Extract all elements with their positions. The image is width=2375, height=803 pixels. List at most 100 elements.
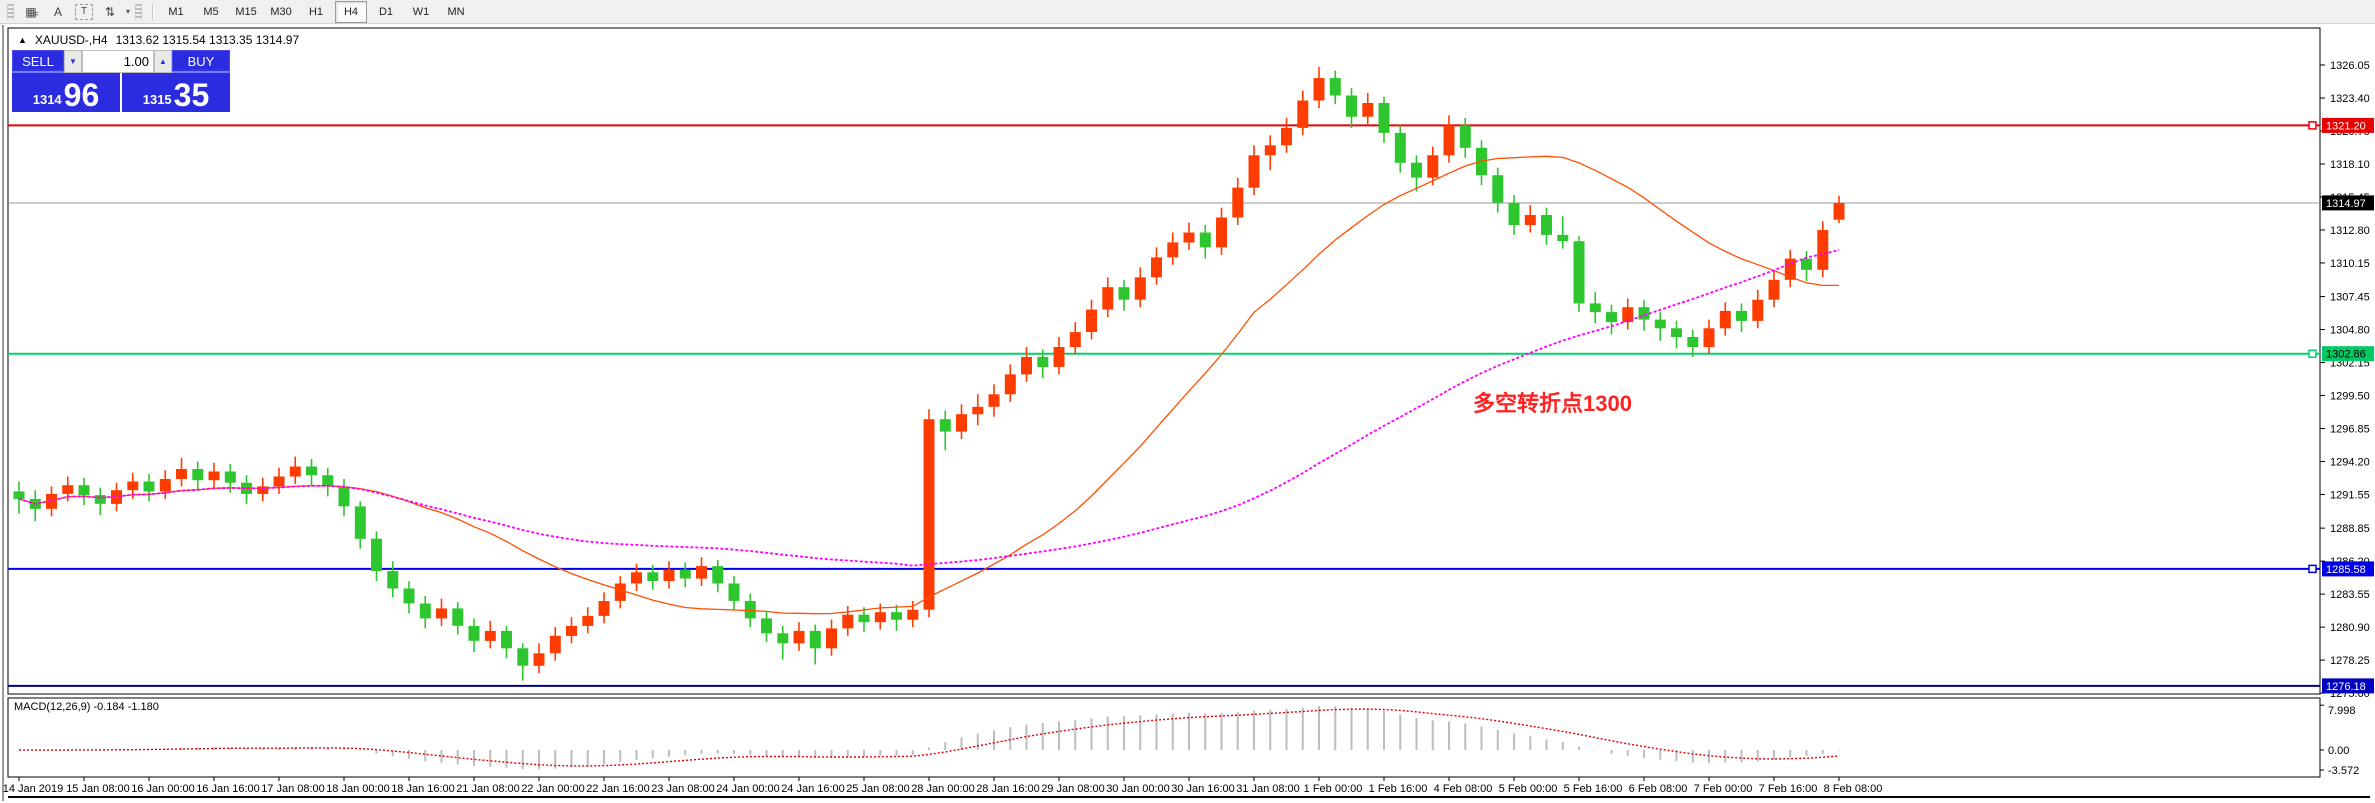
macd-tick-label: 7.998 <box>2328 705 2356 717</box>
time-tick-label: 7 Feb 00:00 <box>1694 783 1753 795</box>
price-badge-1321.20: 1321.20 <box>2322 117 2374 133</box>
time-tick-label: 24 Jan 00:00 <box>716 783 780 795</box>
price-tick-label: 1283.55 <box>2330 589 2370 601</box>
svg-text:1314.97: 1314.97 <box>2326 198 2366 210</box>
price-tick-label: 1304.80 <box>2330 325 2370 337</box>
volume-decrease-button[interactable]: ▼ <box>64 50 82 73</box>
price-tick-label: 1310.15 <box>2330 258 2370 270</box>
macd-axis: 7.998 0.00 -3.572 <box>2320 704 2359 777</box>
price-tick-label: 1296.85 <box>2330 424 2370 436</box>
price-tick-label: 1280.90 <box>2330 622 2370 634</box>
svg-text:1285.58: 1285.58 <box>2326 564 2366 576</box>
price-tick-label: 1288.85 <box>2330 523 2370 535</box>
candles-series <box>13 66 1845 681</box>
time-tick-label: 1 Feb 16:00 <box>1369 783 1428 795</box>
time-tick-label: 14 Jan 2019 <box>3 783 64 795</box>
dropdown-caret-icon[interactable]: ▾ <box>126 7 131 16</box>
price-tick-label: 1323.40 <box>2330 93 2370 105</box>
time-tick-label: 4 Feb 08:00 <box>1434 783 1493 795</box>
collapse-arrow-icon[interactable]: ▲ <box>18 35 27 45</box>
timeframe-button-h4[interactable]: H4 <box>335 0 368 23</box>
time-tick-label: 8 Feb 08:00 <box>1824 783 1883 795</box>
price-tick-label: 1307.45 <box>2330 292 2370 304</box>
sell-price-display[interactable]: 1314 96 <box>12 73 120 112</box>
sell-price-big: 96 <box>63 77 100 113</box>
svg-text:1276.18: 1276.18 <box>2326 681 2366 693</box>
top-toolbar: ▦ F A T ⇅ ▾ M1 M5 M15 M30 H1 H4 D1 W1 MN <box>0 0 2375 24</box>
sell-button[interactable]: SELL <box>12 50 64 73</box>
price-badge-1276.18: 1276.18 <box>2322 678 2374 694</box>
chart-text-annotation[interactable]: 多空转折点1300 <box>1473 391 1632 416</box>
svg-text:1321.20: 1321.20 <box>2326 120 2366 132</box>
price-tick-label: 1326.05 <box>2330 60 2370 72</box>
time-tick-label: 17 Jan 08:00 <box>261 783 325 795</box>
toolbar-separator <box>152 2 154 21</box>
price-axis[interactable]: 1326.051323.401320.751318.101315.451312.… <box>2320 60 2370 700</box>
price-tick-label: 1299.50 <box>2330 391 2370 403</box>
volume-increase-button[interactable]: ▲ <box>154 50 172 73</box>
chart-title: ▲ XAUUSD-,H4 1313.62 1315.54 1313.35 131… <box>18 33 299 47</box>
arrow-style-icon[interactable]: ⇅ <box>104 4 116 19</box>
buy-price-big: 35 <box>173 77 210 113</box>
line-handle[interactable] <box>2308 349 2317 358</box>
sell-price-small: 1314 <box>32 92 62 107</box>
time-axis[interactable]: 14 Jan 2019 15 Jan 08:00 16 Jan 00:00 16 Ja… <box>3 777 1883 795</box>
price-badge-1302.86: 1302.86 <box>2322 346 2374 362</box>
toolbar-drag-handle-2[interactable] <box>135 3 143 20</box>
toolbar-drag-handle[interactable] <box>7 3 14 20</box>
grid-f-icon[interactable]: ▦ F <box>25 4 39 19</box>
symbol-period-label: XAUUSD-,H4 <box>34 33 108 47</box>
text-a-icon[interactable]: A <box>53 4 62 19</box>
time-tick-label: 28 Jan 00:00 <box>911 783 975 795</box>
timeframe-button-m1[interactable]: M1 <box>168 5 184 18</box>
timeframe-button-mn[interactable]: MN <box>447 5 465 18</box>
volume-input[interactable]: 1.00 <box>82 50 154 73</box>
macd-tick-label: -3.572 <box>2328 765 2359 777</box>
time-tick-label: 29 Jan 08:00 <box>1041 783 1105 795</box>
one-click-trade-panel: SELL ▼ 1.00 ▲ BUY 1314 96 1315 35 <box>12 50 230 112</box>
macd-tick-label: 0.00 <box>2328 745 2349 757</box>
main-pane[interactable] <box>7 27 2321 695</box>
time-tick-label: 16 Jan 00:00 <box>131 783 195 795</box>
price-tick-label: 1312.80 <box>2330 225 2370 237</box>
timeframe-button-h1[interactable]: H1 <box>308 5 324 18</box>
time-tick-label: 5 Feb 16:00 <box>1564 783 1623 795</box>
time-tick-label: 6 Feb 08:00 <box>1629 783 1688 795</box>
label-t-icon[interactable]: T <box>75 3 93 20</box>
timeframe-button-m15[interactable]: M15 <box>235 5 257 18</box>
time-tick-label: 25 Jan 08:00 <box>846 783 910 795</box>
time-tick-label: 5 Feb 00:00 <box>1499 783 1558 795</box>
price-tick-label: 1278.25 <box>2330 655 2370 667</box>
timeframe-button-d1[interactable]: D1 <box>378 5 394 18</box>
buy-price-small: 1315 <box>142 92 172 107</box>
time-tick-label: 15 Jan 08:00 <box>66 783 130 795</box>
svg-text:1302.86: 1302.86 <box>2326 349 2366 361</box>
time-tick-label: 23 Jan 08:00 <box>651 783 715 795</box>
time-tick-label: 30 Jan 16:00 <box>1171 783 1235 795</box>
chart-frames <box>7 27 2370 798</box>
time-tick-label: 22 Jan 00:00 <box>521 783 585 795</box>
time-tick-label: 21 Jan 08:00 <box>456 783 520 795</box>
timeframe-button-w1[interactable]: W1 <box>412 5 430 18</box>
time-tick-label: 24 Jan 16:00 <box>781 783 845 795</box>
time-tick-label: 22 Jan 16:00 <box>586 783 650 795</box>
timeframe-button-m5[interactable]: M5 <box>203 5 219 18</box>
buy-button[interactable]: BUY <box>172 50 230 73</box>
macd-histogram <box>34 706 1840 770</box>
time-tick-label: 31 Jan 08:00 <box>1236 783 1300 795</box>
macd-pane[interactable] <box>7 697 2321 778</box>
time-tick-label: 18 Jan 00:00 <box>326 783 390 795</box>
time-tick-label: 18 Jan 16:00 <box>391 783 455 795</box>
price-tick-label: 1294.20 <box>2330 457 2370 469</box>
price-tick-label: 1318.10 <box>2330 159 2370 171</box>
line-handle[interactable] <box>2308 564 2317 574</box>
time-tick-label: 16 Jan 16:00 <box>196 783 260 795</box>
ohlc-values: 1313.62 1315.54 1313.35 1314.97 <box>115 33 300 47</box>
time-tick-label: 1 Feb 00:00 <box>1304 783 1363 795</box>
line-handle[interactable] <box>2308 121 2317 130</box>
timeframe-button-m30[interactable]: M30 <box>270 5 292 18</box>
time-tick-label: 28 Jan 16:00 <box>976 783 1040 795</box>
time-tick-label: 7 Feb 16:00 <box>1759 783 1818 795</box>
buy-price-display[interactable]: 1315 35 <box>122 73 230 112</box>
